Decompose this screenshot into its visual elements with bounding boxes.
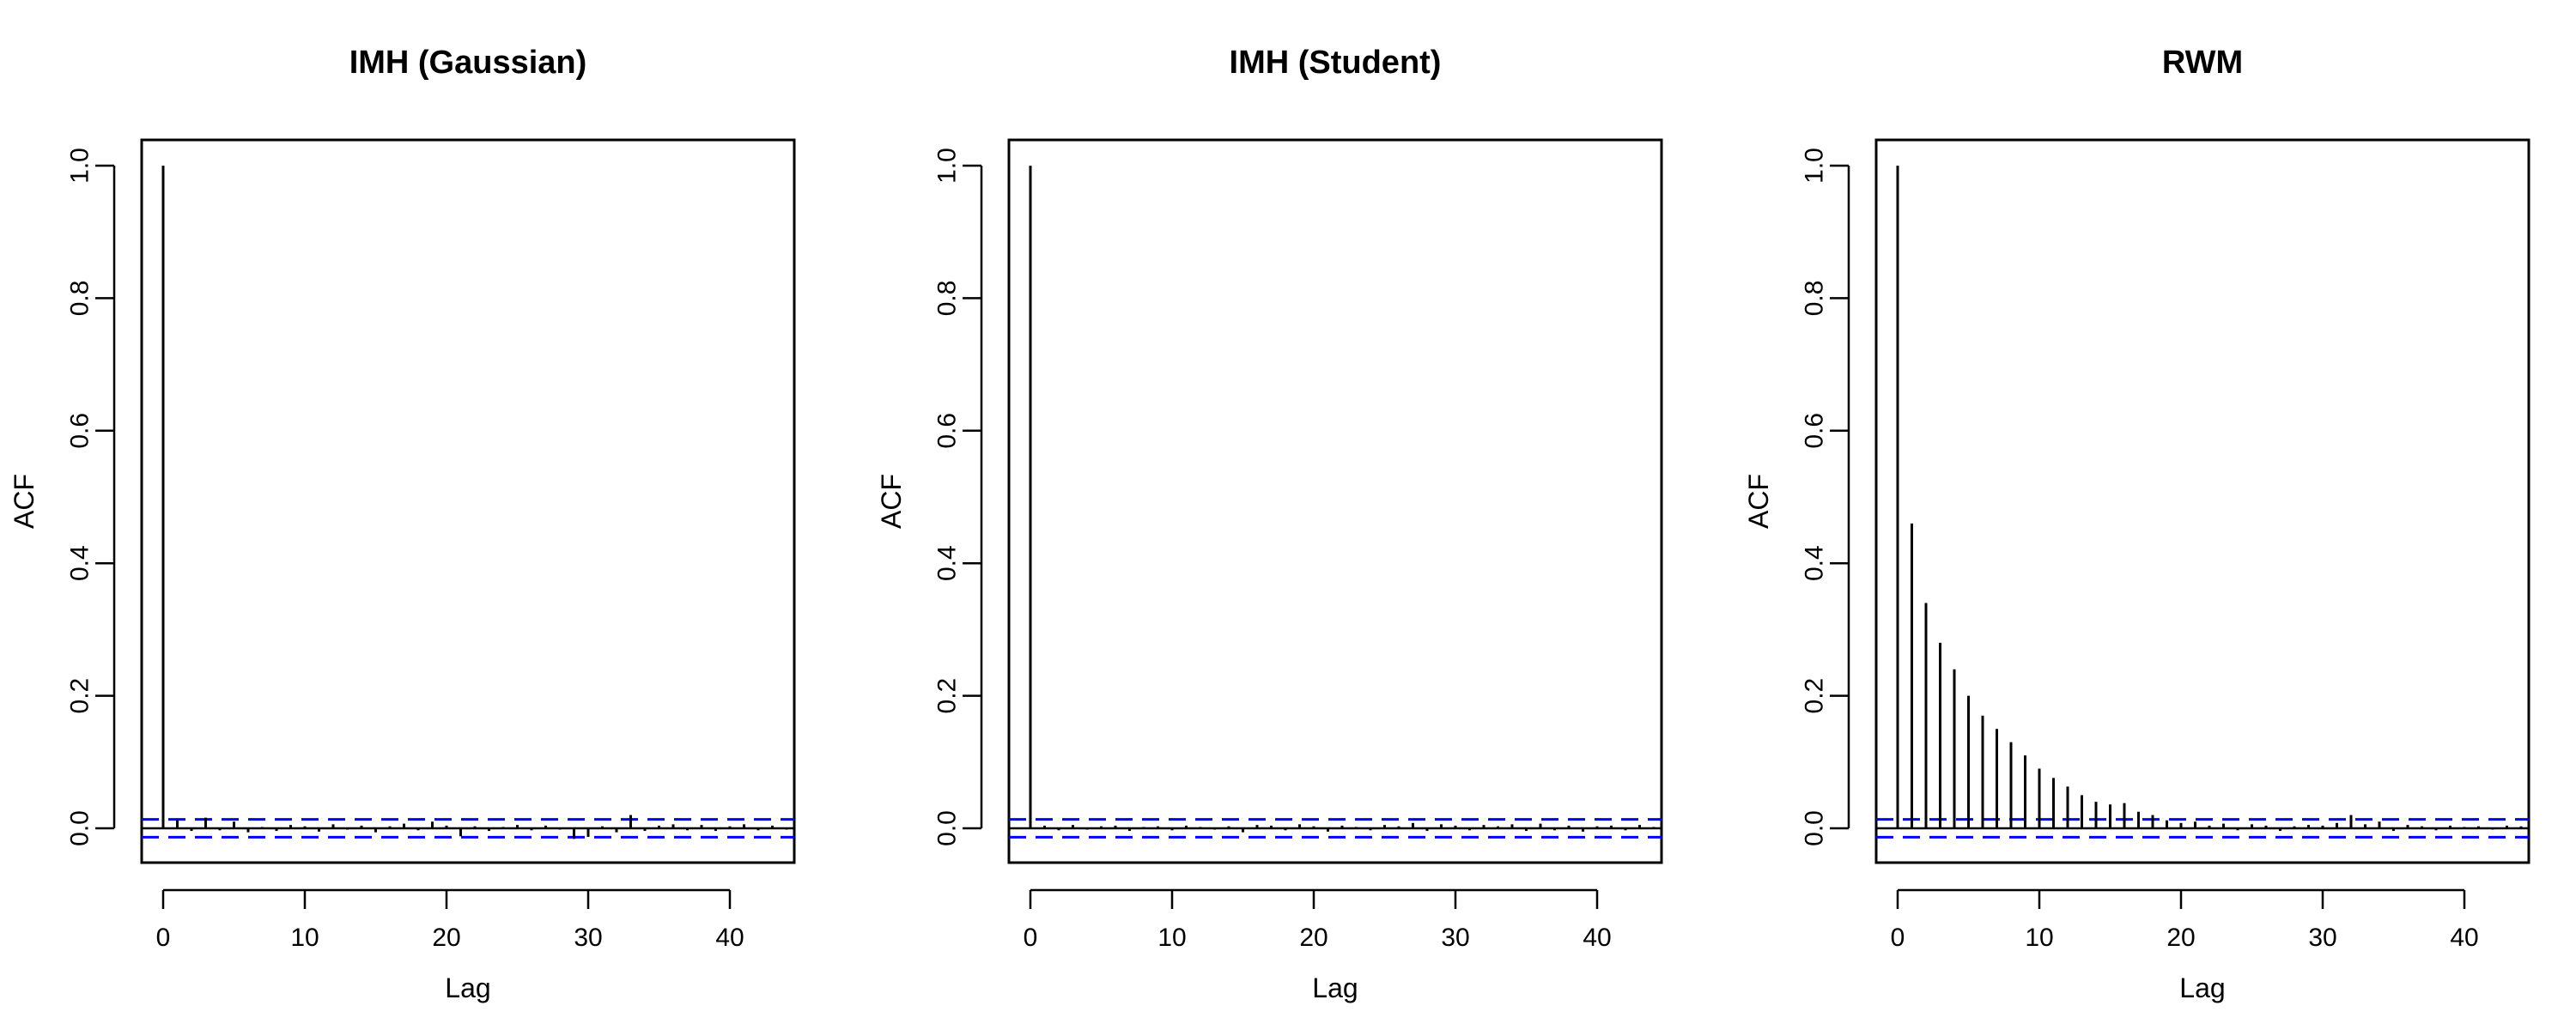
- y-tick-label: 0.8: [933, 281, 962, 317]
- acf-panel-3: RWM 0 10 20 30 40 0.0 0.2 0.4 0.6 0.8 1.0 Lag ACF: [1743, 45, 2530, 1003]
- y-tick-label: 0.0: [933, 810, 962, 846]
- x-axis-label: Lag: [445, 972, 490, 1003]
- x-tick-label: 20: [1299, 924, 1327, 952]
- x-tick-label: 10: [1157, 924, 1186, 952]
- y-tick-label: 0.8: [66, 281, 94, 317]
- y-axis-label: ACF: [9, 474, 39, 529]
- y-tick-label: 1.0: [1801, 148, 1829, 184]
- x-tick-label: 30: [2308, 924, 2336, 952]
- plot-frame: [1007, 138, 1663, 864]
- y-tick-label: 0.2: [66, 678, 94, 714]
- x-tick-label: 20: [2166, 924, 2195, 952]
- x-tick-label: 40: [2450, 924, 2478, 952]
- x-tick-label: 0: [1024, 924, 1038, 952]
- y-tick-label: 0.2: [1801, 678, 1829, 714]
- y-tick-label: 0.6: [66, 413, 94, 449]
- x-tick-label: 0: [156, 924, 171, 952]
- x-tick-label: 20: [432, 924, 460, 952]
- plot-frame: [140, 138, 796, 864]
- x-tick-label: 30: [574, 924, 602, 952]
- x-axis-label: Lag: [2179, 972, 2225, 1003]
- chart-title: IMH (Student): [1230, 45, 1442, 81]
- y-tick-label: 1.0: [933, 148, 962, 184]
- x-tick-label: 0: [1891, 924, 1905, 952]
- y-tick-label: 0.4: [66, 545, 94, 581]
- acf-panel-1: IMH (Gaussian) 0 10 20 30 40 0.0 0.2 0.4 0.6 0.8 1.…: [9, 45, 796, 1003]
- y-tick-label: 0.6: [1801, 413, 1829, 449]
- y-tick-label: 0.8: [1801, 281, 1829, 317]
- x-tick-label: 10: [290, 924, 319, 952]
- y-tick-label: 0.2: [933, 678, 962, 714]
- y-axis-label: ACF: [876, 474, 907, 529]
- y-axis-label: ACF: [1743, 474, 1774, 529]
- plot-frame: [1874, 138, 2530, 864]
- acf-panel-2: IMH (Student) 0 10 20 30 40 0.0 0.2 0.4 0.6 0.8 1.0…: [876, 45, 1663, 1003]
- x-tick-label: 40: [715, 924, 744, 952]
- y-tick-label: 0.0: [1801, 810, 1829, 846]
- x-tick-label: 30: [1441, 924, 1469, 952]
- x-axis-label: Lag: [1312, 972, 1358, 1003]
- y-tick-label: 0.0: [66, 810, 94, 846]
- y-tick-label: 0.6: [933, 413, 962, 449]
- x-tick-label: 10: [2025, 924, 2053, 952]
- chart-title: IMH (Gaussian): [349, 45, 587, 81]
- y-tick-label: 1.0: [66, 148, 94, 184]
- x-tick-label: 40: [1583, 924, 1611, 952]
- y-tick-label: 0.4: [933, 545, 962, 581]
- chart-title: RWM: [2162, 45, 2243, 81]
- y-tick-label: 0.4: [1801, 545, 1829, 581]
